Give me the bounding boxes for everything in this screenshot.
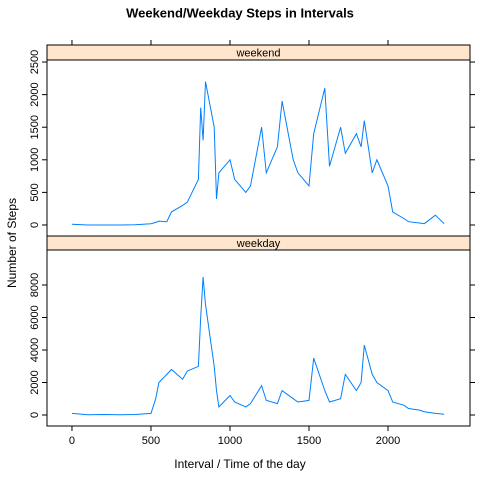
x-axis-label: Interval / Time of the day [174,457,305,471]
y-axis-label: Number of Steps [5,198,19,288]
x-tick-label: 500 [142,435,160,447]
y-tick-label: 2000 [29,82,41,106]
x-tick-label: 1000 [218,435,242,447]
y-tick-label: 4000 [29,338,41,362]
y-tick-label: 2500 [29,50,41,74]
x-tick-label: 1500 [297,435,321,447]
chart-title: Weekend/Weekday Steps in Intervals [126,5,354,20]
data-line [71,276,445,416]
strip-label: weekend [235,47,280,59]
x-tick-label: 0 [69,435,75,447]
y-tick-label: 2000 [29,370,41,394]
data-line [71,81,445,226]
y-tick-label: 0 [29,412,41,418]
y-tick-label: 500 [29,183,41,201]
strip-label: weekday [236,238,281,250]
y-tick-label: 0 [29,222,41,228]
x-tick-label: 2000 [376,435,400,447]
panel [46,249,471,427]
y-tick-label: 1500 [29,115,41,139]
y-tick-label: 6000 [29,305,41,329]
y-tick-label: 8000 [29,273,41,297]
y-tick-label: 1000 [29,148,41,172]
